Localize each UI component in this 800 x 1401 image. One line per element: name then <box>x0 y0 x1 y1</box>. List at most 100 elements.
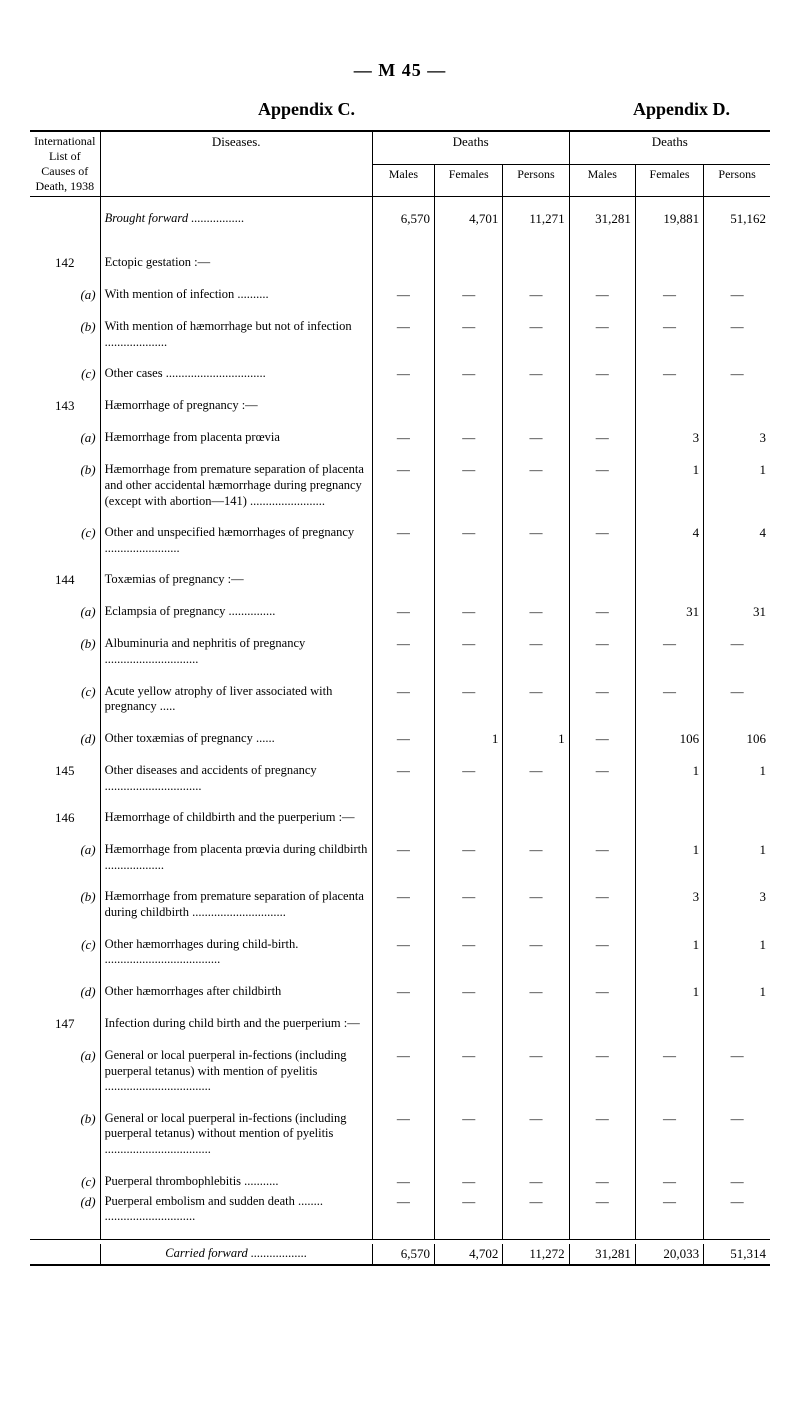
row-spacer <box>30 1002 770 1014</box>
row-description: General or local puerperal in-fections (… <box>100 1109 372 1160</box>
cf-c-persons: 11,272 <box>503 1244 569 1265</box>
data-cell: — <box>372 428 434 448</box>
bf-c-females: 4,701 <box>435 209 503 229</box>
appendix-d-title: Appendix D. <box>415 99 760 120</box>
data-cell: — <box>435 602 503 622</box>
data-cell: — <box>372 285 434 305</box>
empty-cell <box>435 396 503 416</box>
data-cell: — <box>503 682 569 717</box>
data-cell: — <box>435 285 503 305</box>
data-cell: 1 <box>635 840 703 875</box>
row-code: 143 <box>30 396 100 416</box>
appendix-titles: Appendix C. Appendix D. <box>40 99 760 120</box>
data-cell: — <box>503 523 569 558</box>
row-description: Other hæmorrhages after childbirth <box>100 982 372 1002</box>
data-cell: 1 <box>635 935 703 970</box>
data-cell: — <box>569 1192 635 1227</box>
row-code: 147 <box>30 1014 100 1034</box>
data-cell: — <box>435 523 503 558</box>
bf-d-persons: 51,162 <box>704 209 770 229</box>
row-description: With mention of infection .......... <box>100 285 372 305</box>
carried-forward-label: Carried forward .................. <box>100 1244 372 1265</box>
row-description: Hæmorrhage of childbirth and the puerper… <box>100 808 372 828</box>
data-cell: — <box>503 1192 569 1227</box>
row-description: Hæmorrhage from placenta prœvia during c… <box>100 840 372 875</box>
bf-d-males: 31,281 <box>569 209 635 229</box>
hdr-c-persons: Persons <box>503 165 569 197</box>
data-cell: — <box>503 887 569 922</box>
empty-cell <box>704 1014 770 1034</box>
data-cell: — <box>704 682 770 717</box>
empty-cell <box>704 808 770 828</box>
document-page: — M 45 — Appendix C. Appendix D. Interna… <box>0 0 800 1401</box>
mortality-table: International List of Causes of Death, 1… <box>30 130 770 1266</box>
data-cell: — <box>503 428 569 448</box>
table-row: (d)Puerperal embolism and sudden death .… <box>30 1192 770 1227</box>
data-cell: — <box>569 317 635 352</box>
data-cell: — <box>569 982 635 1002</box>
data-cell: — <box>569 364 635 384</box>
row-description: Albuminuria and nephritis of pregnancy .… <box>100 634 372 669</box>
data-cell: — <box>372 1192 434 1227</box>
row-subcode: (a) <box>30 602 100 622</box>
data-cell: 1 <box>503 729 569 749</box>
row-description: Eclampsia of pregnancy ............... <box>100 602 372 622</box>
table-row: (b)Albuminuria and nephritis of pregnanc… <box>30 634 770 669</box>
data-cell: — <box>569 761 635 796</box>
data-cell: — <box>435 1109 503 1160</box>
empty-cell <box>569 808 635 828</box>
row-spacer <box>30 352 770 364</box>
empty-cell <box>372 253 434 273</box>
hdr-c-females: Females <box>435 165 503 197</box>
row-description: Ectopic gestation :— <box>100 253 372 273</box>
row-code: 144 <box>30 570 100 590</box>
row-description: Hæmorrhage of pregnancy :— <box>100 396 372 416</box>
row-description: Puerperal embolism and sudden death ....… <box>100 1192 372 1227</box>
data-cell: — <box>569 602 635 622</box>
data-cell: — <box>372 935 434 970</box>
data-cell: 1 <box>635 982 703 1002</box>
row-subcode: (c) <box>30 1172 100 1192</box>
row-subcode: (c) <box>30 364 100 384</box>
empty-cell <box>635 808 703 828</box>
data-cell: — <box>569 1109 635 1160</box>
data-cell: — <box>569 428 635 448</box>
row-spacer <box>30 558 770 570</box>
row-description: Acute yellow atrophy of liver associated… <box>100 682 372 717</box>
data-cell: — <box>435 840 503 875</box>
data-cell: — <box>372 364 434 384</box>
data-cell: 1 <box>704 761 770 796</box>
data-cell: — <box>372 761 434 796</box>
row-subcode: (d) <box>30 729 100 749</box>
brought-forward-label: Brought forward ................. <box>100 209 372 229</box>
row-subcode: (b) <box>30 460 100 511</box>
empty-cell <box>704 253 770 273</box>
data-cell: 1 <box>635 460 703 511</box>
data-cell: — <box>704 285 770 305</box>
empty-cell <box>704 396 770 416</box>
row-spacer <box>30 273 770 285</box>
empty-cell <box>635 396 703 416</box>
data-cell: 3 <box>635 428 703 448</box>
row-subcode: (b) <box>30 317 100 352</box>
data-cell: — <box>569 634 635 669</box>
data-cell: — <box>503 1109 569 1160</box>
hdr-d-males: Males <box>569 165 635 197</box>
bf-d-females: 19,881 <box>635 209 703 229</box>
brought-forward-row: Brought forward ................. 6,570 … <box>30 209 770 229</box>
row-spacer <box>30 622 770 634</box>
data-cell: — <box>435 634 503 669</box>
empty-cell <box>569 1014 635 1034</box>
row-spacer <box>30 384 770 396</box>
row-subcode: (d) <box>30 1192 100 1227</box>
data-cell: 1 <box>704 982 770 1002</box>
data-cell: — <box>372 317 434 352</box>
data-cell: — <box>704 1109 770 1160</box>
row-spacer <box>30 511 770 523</box>
data-cell: — <box>503 364 569 384</box>
data-cell: — <box>435 761 503 796</box>
hdr-c-males: Males <box>372 165 434 197</box>
row-description: Other hæmorrhages during child-birth. ..… <box>100 935 372 970</box>
carried-forward-row: Carried forward .................. 6,570… <box>30 1244 770 1265</box>
data-cell: — <box>372 682 434 717</box>
